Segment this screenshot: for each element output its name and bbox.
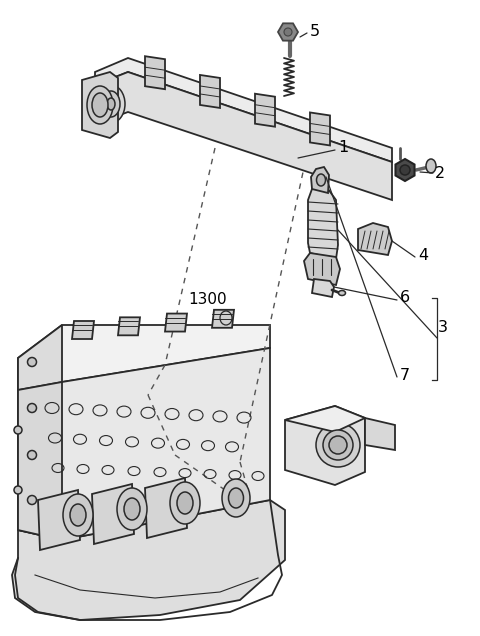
Polygon shape (18, 348, 270, 540)
Polygon shape (145, 478, 187, 538)
Ellipse shape (102, 91, 120, 117)
Ellipse shape (284, 28, 292, 36)
Ellipse shape (316, 174, 325, 186)
Ellipse shape (124, 498, 140, 520)
Ellipse shape (27, 357, 36, 366)
Ellipse shape (338, 291, 346, 296)
Polygon shape (18, 325, 270, 390)
Polygon shape (72, 321, 94, 339)
Ellipse shape (27, 495, 36, 504)
Polygon shape (145, 56, 165, 89)
Polygon shape (311, 167, 329, 193)
Polygon shape (285, 406, 365, 485)
Polygon shape (212, 310, 234, 328)
Text: 4: 4 (418, 247, 428, 263)
Ellipse shape (97, 85, 125, 123)
Ellipse shape (27, 403, 36, 413)
Text: 1300: 1300 (188, 293, 227, 307)
Ellipse shape (222, 479, 250, 517)
Polygon shape (18, 382, 62, 540)
Text: 5: 5 (310, 25, 320, 39)
Ellipse shape (316, 423, 360, 467)
Text: 6: 6 (400, 291, 410, 305)
Ellipse shape (228, 488, 243, 508)
Ellipse shape (323, 430, 353, 460)
Ellipse shape (70, 504, 86, 526)
Polygon shape (365, 418, 395, 450)
Polygon shape (312, 279, 334, 297)
Ellipse shape (329, 436, 347, 454)
Polygon shape (285, 406, 365, 432)
Polygon shape (95, 72, 392, 200)
Ellipse shape (87, 86, 113, 124)
Ellipse shape (170, 482, 200, 524)
Ellipse shape (63, 494, 93, 536)
Ellipse shape (107, 98, 115, 110)
Polygon shape (95, 58, 392, 162)
Polygon shape (358, 223, 392, 255)
Ellipse shape (14, 486, 22, 494)
Polygon shape (165, 314, 187, 331)
Text: 1: 1 (338, 141, 348, 155)
Polygon shape (310, 113, 330, 146)
Polygon shape (118, 317, 140, 335)
Polygon shape (18, 325, 62, 390)
Ellipse shape (117, 488, 147, 530)
Polygon shape (255, 93, 275, 127)
Ellipse shape (14, 426, 22, 434)
Ellipse shape (400, 165, 410, 175)
Text: 2: 2 (435, 165, 445, 181)
Polygon shape (38, 490, 80, 550)
Polygon shape (308, 185, 338, 259)
Polygon shape (12, 500, 285, 620)
Polygon shape (200, 75, 220, 108)
Polygon shape (82, 72, 118, 138)
Ellipse shape (27, 450, 36, 459)
Text: 7: 7 (400, 368, 410, 382)
Ellipse shape (92, 93, 108, 117)
Ellipse shape (426, 159, 436, 173)
Polygon shape (92, 484, 134, 544)
Text: 3: 3 (438, 321, 448, 336)
Ellipse shape (177, 492, 193, 514)
Polygon shape (304, 253, 340, 285)
